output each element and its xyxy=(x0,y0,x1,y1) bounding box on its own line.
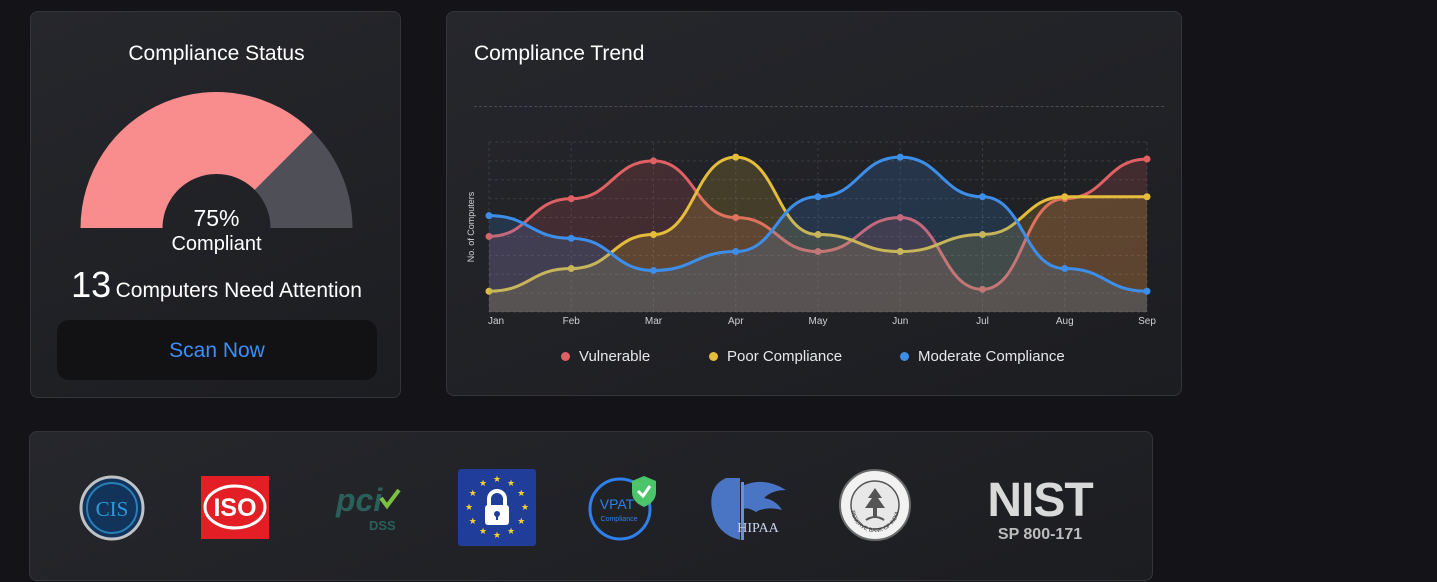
shield-check-icon xyxy=(632,476,656,507)
compliance-trend-title: Compliance Trend xyxy=(474,42,645,65)
x-tick-label: Sep xyxy=(1138,316,1156,327)
data-point-vulnerable xyxy=(650,157,657,165)
legend-label-vulnerable: Vulnerable xyxy=(579,348,651,365)
nist-logo-text: NIST xyxy=(987,476,1093,527)
data-point-moderate-compliance xyxy=(896,153,904,161)
data-point-poor-compliance xyxy=(1143,193,1151,201)
legend-item-poor-compliance[interactable]: Poor Compliance xyxy=(709,348,842,365)
gauge-remaining-arc xyxy=(254,131,353,228)
x-tick-label: Aug xyxy=(1056,316,1074,327)
tiger-icon xyxy=(865,516,885,521)
compliance-trend-chart: Jan Feb Mar Apr May Jun Jul Aug Sep No. of Comput… xyxy=(466,141,1156,327)
x-tick-label: May xyxy=(809,316,828,327)
compliance-status-title: Compliance Status xyxy=(128,42,305,65)
star-icon: ★ xyxy=(507,479,515,489)
data-point-vulnerable xyxy=(979,285,986,293)
trend-divider xyxy=(474,106,1164,107)
x-tick-label: Feb xyxy=(563,316,581,327)
x-tick-label: Apr xyxy=(728,316,744,327)
data-point-poor-compliance xyxy=(814,231,822,239)
star-icon: ★ xyxy=(507,527,515,537)
star-icon: ★ xyxy=(479,479,487,489)
pci-dss-logo: pci DSS xyxy=(335,482,401,533)
y-axis-label: No. of Computers xyxy=(466,191,476,262)
data-point-poor-compliance xyxy=(485,287,493,295)
gauge-compliant-arc xyxy=(80,91,313,229)
scan-now-button[interactable]: Scan Now xyxy=(57,320,377,380)
attention-text: Computers Need Attention xyxy=(115,279,362,302)
legend-label-poor-compliance: Poor Compliance xyxy=(727,348,843,365)
data-point-moderate-compliance xyxy=(567,234,575,242)
iso-logo-text: ISO xyxy=(213,494,256,522)
star-icon: ★ xyxy=(517,489,525,499)
legend-label-moderate-compliance: Moderate Compliance xyxy=(918,348,1065,365)
hipaa-logo: HIPAA xyxy=(711,478,786,540)
compliance-gauge xyxy=(80,91,353,229)
gauge-compliant-label: Compliant xyxy=(171,233,262,255)
data-point-vulnerable xyxy=(896,214,904,222)
legend-dot-moderate-compliance xyxy=(900,352,909,361)
data-point-vulnerable xyxy=(485,232,493,240)
star-icon: ★ xyxy=(479,527,487,537)
series-line-poor-compliance xyxy=(488,155,1147,293)
data-point-moderate-compliance xyxy=(1061,265,1069,273)
pci-logo-text: pci xyxy=(335,482,383,518)
data-point-moderate-compliance xyxy=(1143,287,1151,295)
data-point-vulnerable xyxy=(732,214,740,222)
iso-logo: ISO xyxy=(201,476,269,539)
data-point-poor-compliance xyxy=(567,265,575,273)
vpat-logo-subtext: Compliance xyxy=(601,516,638,523)
gdpr-logo: ★★★★★★★★★ ★ ★★ xyxy=(458,469,536,546)
data-point-moderate-compliance xyxy=(732,248,740,256)
legend-item-moderate-compliance[interactable]: Moderate Compliance xyxy=(900,348,1065,365)
series-line-vulnerable xyxy=(488,157,1148,291)
star-icon: ★ xyxy=(493,475,501,485)
chart-legend: Vulnerable Poor Compliance Moderate Comp… xyxy=(447,348,1183,370)
vpat-logo: VPAT Compliance xyxy=(588,476,656,541)
pci-logo-subtext: DSS xyxy=(369,518,396,533)
vpat-logo-text: VPAT xyxy=(600,496,635,512)
data-point-poor-compliance xyxy=(650,231,657,239)
star-icon: ★ xyxy=(493,531,501,541)
nist-logo-subtext: SP 800-171 xyxy=(998,526,1082,543)
star-icon: ★ xyxy=(465,503,473,513)
x-tick-label: Mar xyxy=(645,316,663,327)
cis-logo: CIS xyxy=(79,475,145,541)
data-point-moderate-compliance xyxy=(650,266,657,274)
palm-tree-icon xyxy=(865,488,885,508)
legend-dot-poor-compliance xyxy=(709,352,718,361)
legend-dot-vulnerable xyxy=(561,352,570,361)
attention-summary: 13 Computers Need Attention xyxy=(31,264,402,306)
star-icon: ★ xyxy=(521,503,529,513)
checkmark-icon xyxy=(379,488,401,510)
data-point-vulnerable xyxy=(567,195,575,203)
nist-logo: NIST SP 800-171 xyxy=(987,476,1094,543)
compliance-status-card: Compliance Status 75% Compliant 13 Compu… xyxy=(30,11,401,398)
data-point-moderate-compliance xyxy=(814,193,822,201)
compliance-trend-card: Compliance Trend Jan Feb Mar Apr May Jun Jul Au… xyxy=(446,11,1182,396)
data-point-moderate-compliance xyxy=(485,212,493,220)
gauge-percent: 75% xyxy=(193,205,240,231)
data-point-vulnerable xyxy=(814,248,822,256)
hipaa-logo-text: HIPAA xyxy=(737,521,779,536)
star-icon: ★ xyxy=(469,489,477,499)
data-point-vulnerable xyxy=(1143,155,1151,163)
star-icon: ★ xyxy=(469,517,477,527)
series-line-moderate-compliance xyxy=(488,155,1148,293)
data-point-moderate-compliance xyxy=(979,193,986,201)
data-point-poor-compliance xyxy=(979,231,986,239)
cis-logo-text: CIS xyxy=(96,497,129,521)
rbi-logo: RESERVE BANK OF INDIA xyxy=(839,469,911,541)
data-point-poor-compliance xyxy=(896,248,904,256)
certifications-card: CIS ISO pci DSS ★ ★ ★ ★ ★ ★ ★ ★ ★ ★ ★ ★ VPAT Compli… xyxy=(29,431,1153,581)
legend-item-vulnerable[interactable]: Vulnerable xyxy=(561,348,650,365)
attention-count: 13 xyxy=(71,264,112,305)
star-icon: ★ xyxy=(517,517,525,527)
x-tick-label: Jun xyxy=(892,316,908,327)
x-tick-label: Jul xyxy=(976,316,989,327)
x-tick-label: Jan xyxy=(488,316,504,327)
data-point-poor-compliance xyxy=(732,153,740,161)
data-point-poor-compliance xyxy=(1061,193,1069,201)
caduceus-icon xyxy=(742,481,786,512)
